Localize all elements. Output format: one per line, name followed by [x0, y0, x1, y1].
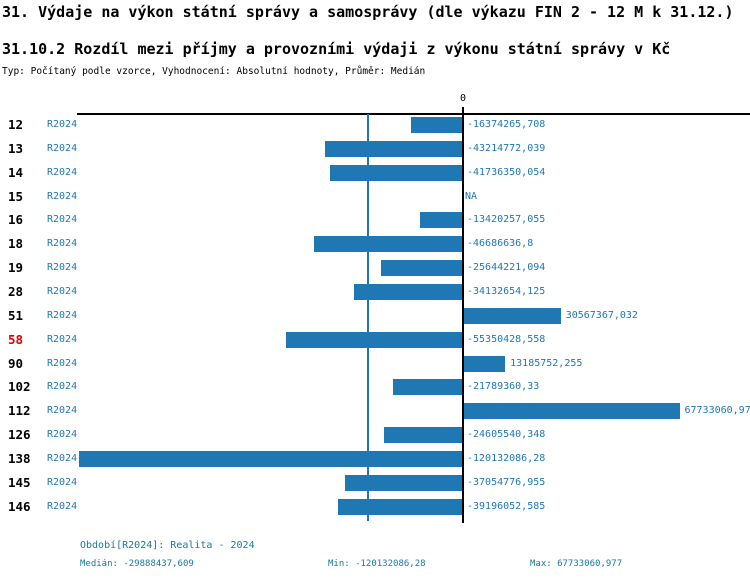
value-label: -46686636,8	[467, 238, 534, 250]
bar	[344, 474, 463, 491]
series-label: R2024	[47, 500, 78, 512]
value-label: -43214772,039	[467, 142, 546, 154]
series-label: R2024	[47, 238, 78, 250]
value-label: -24605540,348	[467, 429, 546, 441]
row-number: 28	[8, 283, 24, 299]
bar	[410, 117, 463, 133]
zero-tick-label: 0	[459, 93, 467, 104]
series-label: R2024	[47, 429, 78, 441]
row-number: 90	[8, 355, 24, 371]
bar	[381, 260, 463, 277]
value-label: -13420257,055	[467, 214, 546, 226]
bar	[329, 164, 463, 181]
row-number: 14	[8, 164, 24, 180]
row-number: 102	[8, 379, 31, 395]
value-label: -34132654,125	[467, 285, 546, 297]
series-label: R2024	[47, 405, 78, 417]
row-number: 15	[8, 188, 24, 204]
x-axis-line	[77, 113, 750, 115]
bar	[286, 331, 463, 348]
row-number: 12	[8, 117, 24, 132]
series-label: R2024	[47, 190, 78, 202]
bar	[463, 307, 561, 324]
series-label: R2024	[47, 381, 78, 393]
row-number: 145	[8, 474, 31, 490]
row-number: 13	[8, 140, 24, 156]
series-label: R2024	[47, 357, 78, 369]
row-number: 126	[8, 427, 31, 443]
chart-subtitle: 31.10.2 Rozdíl mezi příjmy a provozními …	[2, 40, 671, 58]
value-label: -16374265,708	[467, 119, 546, 130]
zero-tick	[462, 107, 464, 113]
value-label: 30567367,032	[565, 309, 638, 321]
row-number: 18	[8, 236, 24, 252]
series-label: R2024	[47, 119, 78, 130]
series-label: R2024	[47, 166, 78, 178]
footer-median: Medián: -29888437,609	[80, 559, 194, 569]
row-number: 138	[8, 450, 31, 466]
row-number: 51	[8, 307, 24, 323]
value-label: -120132086,28	[467, 452, 546, 464]
series-label: R2024	[47, 476, 78, 488]
row-number: 16	[8, 212, 24, 228]
chart-type-line: Typ: Počítaný podle vzorce, Vyhodnocení:…	[2, 66, 426, 77]
footer-min: Min: -120132086,28	[328, 559, 426, 569]
series-label: R2024	[47, 309, 78, 321]
bar	[337, 498, 463, 515]
bar	[79, 450, 463, 467]
bar	[353, 283, 463, 300]
page-title: 31. Výdaje na výkon státní správy a samo…	[2, 3, 734, 21]
series-label: R2024	[47, 333, 78, 345]
footer-max: Max: 67733060,977	[530, 559, 623, 569]
series-label: R2024	[47, 285, 78, 297]
series-label: R2024	[47, 262, 78, 274]
value-label: -25644221,094	[467, 262, 546, 274]
row-number: 19	[8, 260, 24, 276]
series-label: R2024	[47, 142, 78, 154]
value-label: -55350428,558	[467, 333, 546, 345]
row-number: 146	[8, 498, 31, 514]
bar	[324, 140, 463, 157]
zero-axis-line	[462, 113, 464, 523]
series-label: R2024	[47, 452, 78, 464]
series-label: R2024	[47, 214, 78, 226]
median-line	[367, 114, 369, 521]
value-label: 13185752,255	[510, 357, 583, 369]
bar	[393, 379, 463, 396]
value-label: -39196052,585	[467, 500, 546, 512]
value-label: -41736350,054	[467, 166, 546, 178]
value-label: NA	[465, 190, 478, 202]
bar	[313, 236, 463, 253]
row-number: 112	[8, 403, 31, 419]
row-number: 58	[8, 331, 24, 347]
value-label: 67733060,97	[684, 405, 750, 417]
bar	[463, 355, 506, 372]
value-label: -21789360,33	[467, 381, 540, 393]
footer-period: Období[R2024]: Realita - 2024	[80, 540, 255, 551]
bar	[384, 427, 463, 444]
bar	[463, 403, 680, 420]
bar	[420, 212, 463, 229]
value-label: -37054776,955	[467, 476, 546, 488]
